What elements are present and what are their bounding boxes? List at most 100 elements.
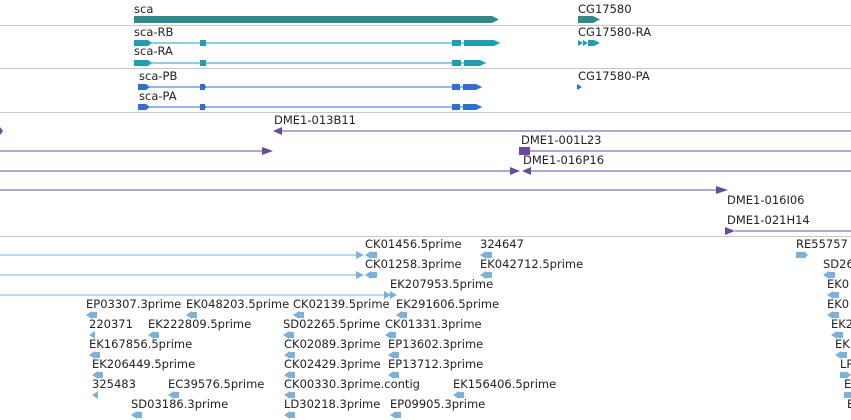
est-glyph[interactable]: [131, 411, 143, 419]
est-glyph[interactable]: [92, 391, 98, 399]
est-glyph[interactable]: [148, 331, 160, 339]
transcript-cg17580-ra[interactable]: [578, 39, 600, 47]
protein-label-sca-pb[interactable]: sca-PB: [139, 69, 178, 83]
transcript-sca-rb[interactable]: [134, 39, 500, 47]
est-label[interactable]: CK01456.5prime: [365, 237, 462, 251]
est-label[interactable]: CK02429.3prime: [284, 357, 381, 371]
clone-label-dme1-001l23[interactable]: DME1-001L23: [521, 133, 602, 147]
est-glyph[interactable]: [796, 251, 808, 259]
est-glyph[interactable]: [284, 371, 296, 379]
clone-dme1-021h14[interactable]: [725, 227, 851, 235]
est-label[interactable]: EC39576.5prime: [168, 377, 265, 391]
est-label[interactable]: CK01258.3prime: [365, 257, 462, 271]
clone-line-left-3[interactable]: [0, 186, 728, 194]
est-glyph[interactable]: [284, 351, 296, 359]
est-label[interactable]: EK0: [827, 297, 850, 311]
clone-label-dme1-016i06[interactable]: DME1-016I06: [727, 193, 805, 207]
clone-label-dme1-021h14[interactable]: DME1-021H14: [727, 213, 810, 227]
est-glyph[interactable]: [390, 411, 402, 419]
est-line-left-1[interactable]: [0, 251, 364, 259]
est-glyph[interactable]: [89, 351, 101, 359]
est-glyph[interactable]: [293, 311, 305, 319]
est-glyph[interactable]: [823, 271, 835, 279]
clone-line-left-1[interactable]: [0, 147, 273, 155]
est-glyph[interactable]: [92, 371, 104, 379]
est-label[interactable]: EP09905.3prime: [390, 397, 486, 411]
est-glyph[interactable]: [385, 331, 397, 339]
clone-fragment-left[interactable]: [0, 127, 4, 135]
est-glyph[interactable]: [365, 251, 377, 259]
est-label[interactable]: CK02089.3prime: [284, 337, 381, 351]
est-glyph[interactable]: [86, 311, 98, 319]
est-glyph[interactable]: [844, 391, 851, 399]
est-label[interactable]: EP03307.3prime: [86, 297, 182, 311]
est-glyph[interactable]: [840, 371, 851, 379]
est-label[interactable]: EK291606.5prime: [396, 297, 500, 311]
est-line-left-2[interactable]: [0, 271, 364, 279]
est-label[interactable]: LP: [840, 357, 851, 371]
est-label[interactable]: 325483: [92, 377, 136, 391]
est-label[interactable]: 324647: [480, 237, 524, 251]
protein-label-sca-pa[interactable]: sca-PA: [139, 89, 177, 103]
est-glyph[interactable]: [89, 331, 95, 339]
gene-label-sca[interactable]: sca: [134, 2, 154, 16]
est-label[interactable]: CK00330.3prime.contig: [284, 377, 420, 391]
est-label[interactable]: LD30218.3prime: [284, 397, 381, 411]
est-label[interactable]: EK207953.5prime: [390, 277, 494, 291]
est-glyph[interactable]: [284, 391, 296, 399]
est-glyph[interactable]: [388, 371, 400, 379]
protein-sca-pb[interactable]: [138, 83, 482, 91]
est-label[interactable]: EK048203.5prime: [186, 297, 290, 311]
est-label[interactable]: EK167856.5prime: [89, 337, 193, 351]
est-line-left-3[interactable]: [0, 291, 397, 299]
est-label[interactable]: EK: [847, 397, 851, 411]
clone-label-dme1-013b11[interactable]: DME1-013B11: [274, 113, 356, 127]
gene-label-cg17580[interactable]: CG17580: [578, 2, 632, 16]
est-label[interactable]: EK042712.5prime: [480, 257, 584, 271]
est-glyph[interactable]: [835, 351, 847, 359]
clone-dme1-013b11[interactable]: [273, 127, 851, 135]
est-label[interactable]: SD26: [823, 257, 851, 271]
est-label[interactable]: 220371: [89, 317, 133, 331]
transcript-label-cg17580-ra[interactable]: CG17580-RA: [578, 25, 652, 39]
est-glyph[interactable]: [186, 311, 198, 319]
est-label[interactable]: EK0: [827, 277, 850, 291]
clone-label-dme1-016p16[interactable]: DME1-016P16: [523, 153, 605, 167]
gene-sca[interactable]: [134, 16, 499, 23]
est-label[interactable]: SD02265.5prime: [283, 317, 381, 331]
est-glyph[interactable]: [388, 351, 400, 359]
transcript-label-sca-rb[interactable]: sca-RB: [134, 25, 174, 39]
gene-cg17580[interactable]: [578, 16, 600, 23]
est-label[interactable]: SD03186.3prime: [131, 397, 229, 411]
protein-label-cg17580-pa[interactable]: CG17580-PA: [578, 69, 650, 83]
est-label[interactable]: CK02139.5prime: [293, 297, 390, 311]
est-label[interactable]: EP13712.3prime: [388, 357, 484, 371]
est-label[interactable]: RE55757: [796, 237, 848, 251]
est-glyph[interactable]: [827, 291, 839, 299]
est-glyph[interactable]: [365, 271, 377, 279]
transcript-label-sca-ra[interactable]: sca-RA: [134, 44, 173, 58]
clone-dme1-016p16[interactable]: [522, 167, 851, 175]
clone-line-left-2[interactable]: [0, 167, 520, 175]
est-glyph[interactable]: [284, 411, 296, 419]
est-label[interactable]: EK: [835, 337, 850, 351]
protein-sca-pa[interactable]: [138, 103, 482, 111]
clone-dme1-001l23[interactable]: [519, 147, 851, 155]
est-glyph[interactable]: [480, 251, 492, 259]
est-label[interactable]: EP13602.3prime: [388, 337, 484, 351]
est-label[interactable]: EK222809.5prime: [148, 317, 252, 331]
est-glyph[interactable]: [453, 391, 465, 399]
transcript-sca-ra[interactable]: [134, 59, 486, 67]
est-label[interactable]: EK206449.5prime: [92, 357, 196, 371]
est-label[interactable]: EK: [844, 377, 851, 391]
est-label[interactable]: CK01331.3prime: [385, 317, 482, 331]
est-label[interactable]: EK156406.5prime: [453, 377, 557, 391]
protein-cg17580-pa[interactable]: [577, 83, 583, 91]
est-glyph[interactable]: [396, 311, 408, 319]
est-glyph[interactable]: [831, 331, 843, 339]
est-label[interactable]: EK2: [831, 317, 851, 331]
est-glyph[interactable]: [283, 331, 295, 339]
est-glyph[interactable]: [480, 271, 492, 279]
est-glyph[interactable]: [168, 391, 180, 399]
est-glyph[interactable]: [827, 311, 839, 319]
